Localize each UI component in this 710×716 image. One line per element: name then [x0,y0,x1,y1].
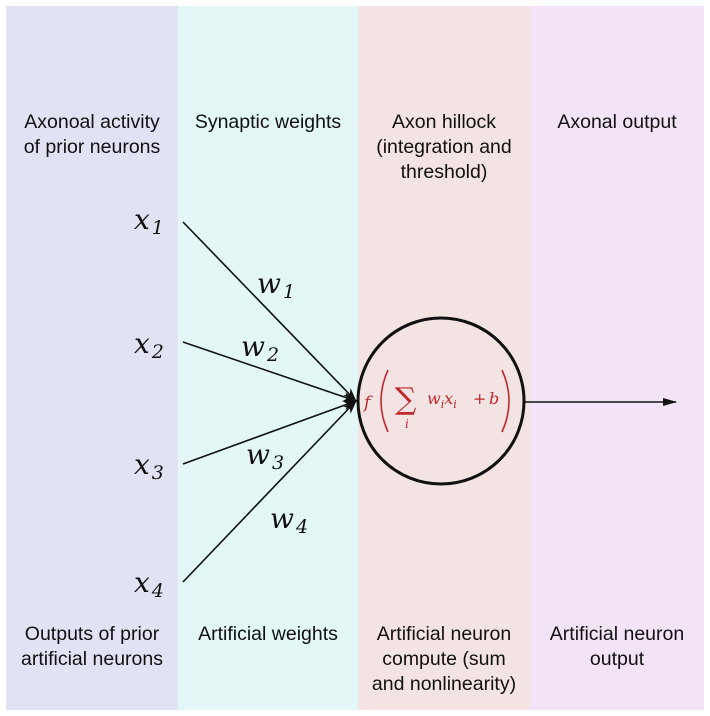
arrow-input-3 [182,400,357,465]
arrow-input-1 [182,221,357,402]
caption-top-prior-neurons: Axonoal activity of prior neurons [23,111,161,158]
formula-f: f [362,393,373,413]
formula-paren-left [380,369,389,433]
column-output [530,6,704,710]
caption-bottom-neuron: Artificial neuron compute (sum and nonli… [371,623,517,695]
caption-bottom-output: Artificial neuron output [549,623,685,670]
column-weights [178,6,358,710]
neuron-circle [356,316,526,486]
caption-top-output: Axonal output [557,111,677,133]
caption-top-weights: Synaptic weights [194,111,342,133]
formula-term: wixi [427,389,457,411]
formula-bias: b [489,389,499,408]
caption-top-neuron: Axon hillock (integration and threshold) [376,111,512,183]
arrow-input-2 [182,341,357,402]
arrow-input-4 [182,400,357,583]
column-neuron-compute [358,6,530,710]
caption-bottom-prior-neurons: Outputs of prior artificial neurons [21,623,163,670]
caption-bottom-weights: Artificial weights [198,623,338,645]
formula-plus: + [473,389,486,408]
neuron-formula: f ∑ i wixi + b [362,369,510,433]
formula-paren-right [501,369,510,433]
formula-sum-index: i [405,417,409,431]
column-prior-neurons [6,6,178,710]
formula-sum: ∑ [395,382,417,417]
